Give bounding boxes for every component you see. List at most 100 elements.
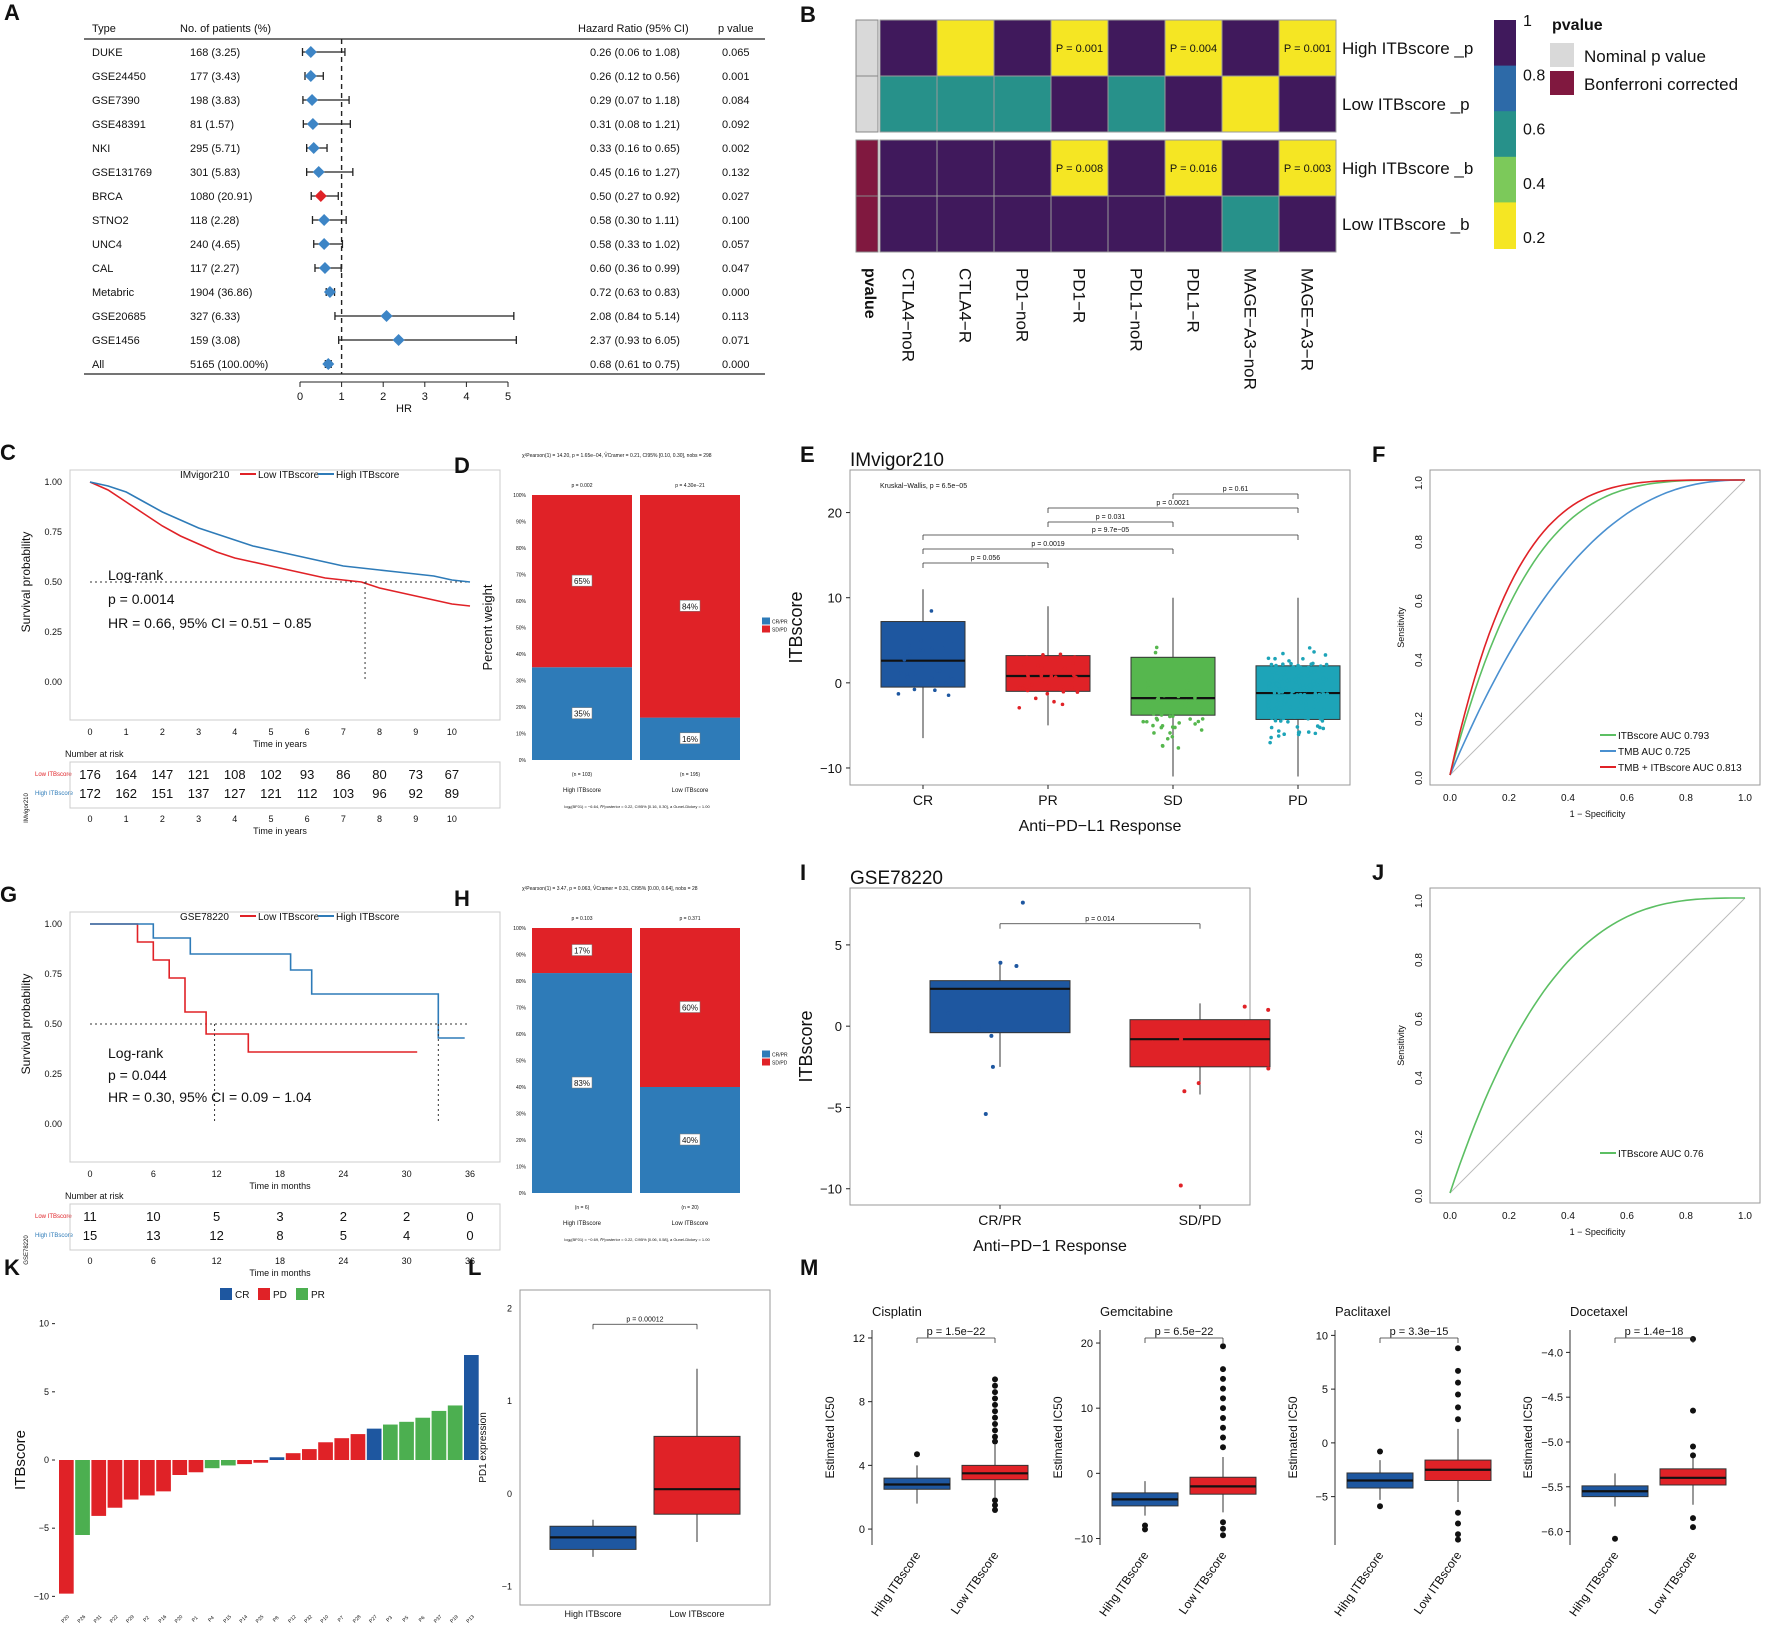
- bar-legend-swatch: [762, 617, 770, 625]
- km-xtick: 12: [212, 1169, 222, 1179]
- box-point: [1151, 671, 1156, 675]
- drug-outlier: [1455, 1345, 1461, 1352]
- km-risk-value: 15: [83, 1228, 97, 1243]
- km-risk-label: Low ITBscore: [35, 772, 72, 778]
- drug-ylabel: Estimated IC50: [823, 1396, 837, 1478]
- drug-title: Gemcitabine: [1100, 1304, 1173, 1319]
- bar-n-label: (n = 103): [572, 772, 592, 778]
- bar-label: 60%: [682, 1004, 698, 1013]
- waterfall-id: P37: [433, 1614, 444, 1625]
- bar-ytick: 50%: [516, 1059, 527, 1065]
- box-point: [1024, 685, 1029, 689]
- forest-row-ci: 0.31 (0.08 to 1.21): [590, 119, 680, 131]
- km-risk-value: 162: [115, 786, 137, 801]
- box-l-box: [653, 1435, 741, 1515]
- roc-ylabel: Sensitivity: [1396, 1025, 1406, 1066]
- bar-bottom-text: logₑ(BF01) = −6.64, R̂²posterior = 0.22,…: [564, 804, 710, 809]
- box-point: [962, 981, 967, 986]
- box-point: [1022, 663, 1027, 668]
- box-point: [1188, 717, 1192, 721]
- drug-outlier: [992, 1408, 998, 1415]
- box-point: [1305, 673, 1310, 678]
- drug-outlier: [1455, 1391, 1461, 1398]
- box-point: [1291, 689, 1296, 693]
- bar-n-label: (n = 20): [681, 1205, 699, 1211]
- km-plot: Survival probability 0.00 0.25 0.50 0.75 1.00…: [19, 469, 501, 836]
- heatmap-scale-block: [1494, 202, 1516, 249]
- box-point: [1196, 1081, 1201, 1086]
- box-point: [1299, 672, 1304, 677]
- drug-outlier: [992, 1382, 998, 1389]
- bar-p-label: p = 0.002: [572, 483, 593, 489]
- forest-row-p: 0.002: [722, 143, 750, 155]
- heatmap-annot-cell: [855, 195, 879, 253]
- box-point: [1151, 711, 1156, 716]
- forest-tick-label: 0: [297, 391, 303, 403]
- km-xtick: 10: [447, 727, 457, 737]
- roc-ytick: 0.6: [1414, 594, 1425, 608]
- box-point: [1273, 656, 1277, 661]
- km-xtick: 24: [338, 1169, 348, 1179]
- heatmap-cell: [879, 19, 938, 77]
- drug-outlier: [1690, 1515, 1696, 1522]
- heatmap-cell: [1107, 19, 1166, 77]
- km-risk-value: 164: [115, 767, 137, 782]
- box-point: [1267, 681, 1272, 685]
- drug-outlier: [1220, 1343, 1226, 1350]
- waterfall-id: P27: [368, 1614, 379, 1625]
- box-point: [950, 677, 955, 681]
- waterfall-bar: [253, 1460, 269, 1463]
- waterfall-bar: [415, 1417, 431, 1460]
- box-xlabel: Anti−PD−L1 Response: [1019, 818, 1182, 835]
- heatmap-scale-tick: 0.2: [1523, 230, 1545, 247]
- box-point: [1040, 983, 1045, 988]
- roc-xtick: 0.0: [1443, 793, 1457, 804]
- km-risk-value: 102: [260, 767, 282, 782]
- box-point: [908, 652, 912, 656]
- km-xtick: 6: [305, 727, 310, 737]
- stacked-bar-chart: χ²Pearson(1) = 14.20, p = 1.65e−04, V̂Cr…: [480, 452, 788, 809]
- box-kruskal: Kruskal−Wallis, p = 6.5e−05: [880, 483, 967, 490]
- forest-row-n: 240 (4.65): [190, 239, 240, 251]
- heatmap-legend-swatch: [1550, 43, 1574, 67]
- km-risk-side: IMvigor210: [24, 793, 30, 823]
- box-point: [1150, 1040, 1155, 1045]
- box-xtick: CR/PR: [978, 1212, 1022, 1228]
- box-point: [1316, 698, 1320, 703]
- box-point: [1312, 704, 1316, 709]
- waterfall-legend-swatch: [258, 1288, 270, 1300]
- box-point: [1039, 666, 1044, 670]
- bar-label: 35%: [574, 710, 590, 719]
- box-bracket-p: p = 0.00012: [626, 1316, 663, 1323]
- heatmap-scale-block: [1494, 156, 1516, 204]
- heatmap-cell: [1278, 19, 1337, 77]
- drug-xtick: Low ITBscore: [948, 1548, 1002, 1616]
- forest-row-p: 0.065: [722, 47, 750, 59]
- heatmap-cell: [993, 139, 1052, 197]
- drug-outlier: [1220, 1525, 1226, 1532]
- roc-ytick: 0.4: [1414, 1071, 1425, 1085]
- box-point: [1306, 730, 1311, 734]
- km-risk-xtick: 8: [377, 814, 382, 824]
- box-point: [1196, 672, 1201, 677]
- drug-outlier: [1220, 1434, 1226, 1441]
- box-xtick: CR: [913, 792, 933, 808]
- drug-outlier: [1455, 1520, 1461, 1527]
- forest-row-ci: 0.58 (0.30 to 1.11): [590, 215, 679, 227]
- forest-row-ci: 0.33 (0.16 to 0.65): [590, 143, 680, 155]
- km-risk-label: High ITBscore: [35, 791, 74, 797]
- drug-xtick: Hihg ITBscore: [1331, 1548, 1386, 1619]
- box-ylabel: ITBscore: [786, 591, 806, 663]
- box-point: [1063, 666, 1067, 671]
- waterfall-bar: [91, 1460, 107, 1516]
- forest-row-ci: 2.37 (0.93 to 6.05): [590, 335, 680, 347]
- drug-outlier: [1142, 1526, 1148, 1533]
- waterfall-id: P2: [142, 1615, 151, 1624]
- box-point: [1312, 708, 1317, 713]
- forest-row-p: 0.100: [722, 215, 750, 227]
- bar-ytick: 30%: [516, 679, 527, 685]
- km-risk-label: High ITBscore: [35, 1233, 74, 1239]
- roc-ylabel: Sensitivity: [1396, 607, 1406, 648]
- km-legend-item: High ITBscore: [336, 912, 400, 923]
- box-point: [1269, 705, 1274, 710]
